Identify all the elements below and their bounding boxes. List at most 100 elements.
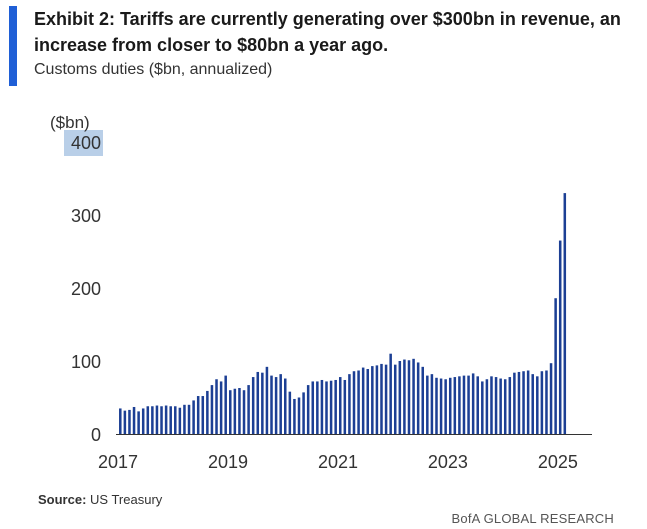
x-tick-label: 2019 bbox=[208, 452, 248, 472]
bar-series bbox=[119, 193, 567, 434]
bar bbox=[210, 385, 214, 434]
bar bbox=[132, 406, 136, 434]
bar bbox=[338, 377, 342, 434]
bar bbox=[238, 388, 241, 434]
y-tick-label: 100 bbox=[71, 352, 101, 372]
source-label: Source: bbox=[38, 492, 87, 507]
bar bbox=[265, 366, 269, 434]
bar bbox=[183, 404, 186, 434]
bar bbox=[169, 406, 172, 434]
bar bbox=[536, 376, 539, 434]
x-axis: 2017 2019 2021 2023 2025 bbox=[98, 452, 578, 472]
bar bbox=[352, 371, 356, 434]
bar bbox=[545, 370, 548, 434]
bar bbox=[490, 376, 493, 434]
bar bbox=[540, 371, 544, 434]
chart-title: Exhibit 2: Tariffs are currently generat… bbox=[34, 9, 621, 55]
bar bbox=[293, 398, 296, 434]
bar bbox=[160, 406, 163, 434]
bar bbox=[320, 379, 324, 434]
bar bbox=[123, 410, 127, 434]
bar bbox=[481, 381, 484, 434]
bar bbox=[302, 392, 305, 434]
bar bbox=[467, 375, 470, 434]
bar bbox=[334, 379, 337, 434]
bar bbox=[380, 363, 383, 434]
bar bbox=[155, 405, 159, 434]
bar bbox=[393, 364, 397, 434]
bar bbox=[284, 378, 287, 434]
bar bbox=[229, 390, 232, 434]
bar bbox=[137, 411, 140, 434]
bar bbox=[526, 370, 530, 434]
bar bbox=[146, 406, 150, 434]
bar bbox=[471, 373, 475, 434]
bar bbox=[494, 377, 498, 434]
bar bbox=[513, 372, 516, 434]
bar bbox=[476, 376, 479, 434]
x-tick-label: 2021 bbox=[318, 452, 358, 472]
unit-label-highlight bbox=[64, 130, 103, 156]
bar bbox=[531, 374, 534, 434]
bar bbox=[398, 361, 402, 434]
bar bbox=[435, 377, 438, 434]
bar bbox=[329, 380, 333, 434]
bar bbox=[563, 193, 567, 434]
bar bbox=[274, 377, 278, 434]
bar bbox=[128, 409, 131, 434]
y-tick-label: 200 bbox=[71, 279, 101, 299]
bar bbox=[403, 359, 406, 434]
bar bbox=[430, 374, 434, 434]
bar bbox=[288, 391, 292, 434]
bar bbox=[426, 375, 429, 434]
y-tick-label: 300 bbox=[71, 206, 101, 226]
bar bbox=[201, 396, 205, 434]
bar bbox=[174, 406, 177, 434]
bar bbox=[187, 404, 191, 434]
y-tick-label: 400 bbox=[71, 133, 101, 153]
bar bbox=[316, 381, 319, 434]
y-axis: 0 100 200 300 400 bbox=[71, 133, 101, 445]
bar bbox=[517, 371, 521, 434]
source-text: US Treasury bbox=[90, 492, 163, 507]
bar bbox=[151, 406, 154, 434]
bar bbox=[192, 400, 195, 434]
bar bbox=[357, 370, 360, 434]
bar bbox=[407, 360, 411, 434]
brand-footer: BofA GLOBAL RESEARCH bbox=[451, 511, 614, 526]
bar bbox=[215, 379, 218, 434]
unit-label: ($bn) bbox=[50, 113, 90, 132]
bar bbox=[196, 396, 200, 434]
bar bbox=[178, 407, 182, 434]
y-tick-label: 0 bbox=[91, 425, 101, 445]
bar bbox=[389, 353, 392, 434]
bar bbox=[503, 379, 507, 434]
bar bbox=[242, 390, 246, 434]
bar bbox=[508, 377, 512, 434]
bar bbox=[499, 378, 502, 434]
chart-subtitle: Customs duties ($bn, annualized) bbox=[34, 61, 273, 78]
x-tick-label: 2025 bbox=[538, 452, 578, 472]
bar bbox=[279, 374, 282, 434]
bar bbox=[485, 379, 489, 434]
bar bbox=[439, 378, 443, 434]
source-note: Source: US Treasury bbox=[38, 492, 162, 507]
bar bbox=[164, 405, 168, 434]
bar bbox=[325, 381, 328, 434]
bar bbox=[453, 377, 457, 434]
bar bbox=[416, 362, 420, 434]
bar bbox=[256, 371, 260, 434]
bar bbox=[206, 390, 209, 434]
bar bbox=[375, 365, 379, 434]
bar bbox=[366, 369, 370, 434]
bar bbox=[141, 408, 145, 434]
bar bbox=[311, 381, 315, 434]
accent-bar bbox=[9, 6, 17, 86]
bar bbox=[306, 385, 310, 434]
bar bbox=[554, 298, 557, 434]
bar bbox=[549, 363, 553, 434]
bar bbox=[119, 408, 122, 434]
bar bbox=[343, 379, 347, 434]
bar bbox=[224, 375, 227, 434]
